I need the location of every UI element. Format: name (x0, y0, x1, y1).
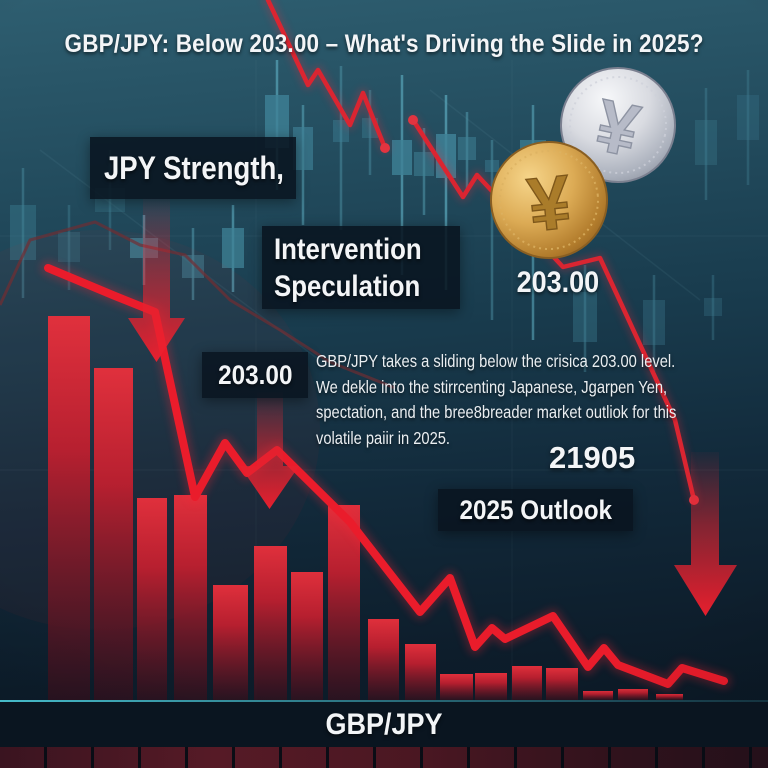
paragraph-line: spectation, and the bree8breader market … (316, 402, 677, 422)
description-paragraph: GBP/JPY takes a sliding below the crisic… (316, 349, 745, 451)
down-arrow-icon (128, 198, 185, 362)
silver-yen-coin-icon: ¥ (560, 67, 676, 183)
footer-reflection-strip (0, 747, 768, 768)
footer-pair-label: GBP/JPY (325, 708, 443, 741)
label-2025-outlook: 2025 Outlook (438, 489, 633, 531)
big-number-label: 21905 (549, 440, 636, 475)
footer-divider (0, 700, 768, 702)
yen-symbol: ¥ (524, 160, 575, 249)
paragraph-line: volatile paiir in 2025. (316, 427, 451, 448)
price-label-left: 203.00 (202, 352, 308, 398)
price-line (40, 0, 732, 692)
price-label-right: 203.00 (516, 266, 600, 299)
paragraph-line: GBP/JPY takes a sliding below the crisic… (316, 351, 676, 371)
page-title: GBP/JPY: Below 203.00 – What's Driving t… (64, 30, 704, 58)
down-arrow-icon (240, 392, 299, 509)
bar-chart (48, 316, 683, 700)
gold-yen-coin-icon: ¥ (490, 141, 608, 259)
down-arrow-icon (674, 452, 737, 616)
paragraph-line: We dekle into the stirrcenting Japanese,… (316, 376, 668, 397)
label-jpy-strength: JPY Strength, (90, 137, 296, 199)
label-intervention-speculation: Intervention Speculation (262, 226, 460, 309)
trend-line (0, 220, 396, 390)
